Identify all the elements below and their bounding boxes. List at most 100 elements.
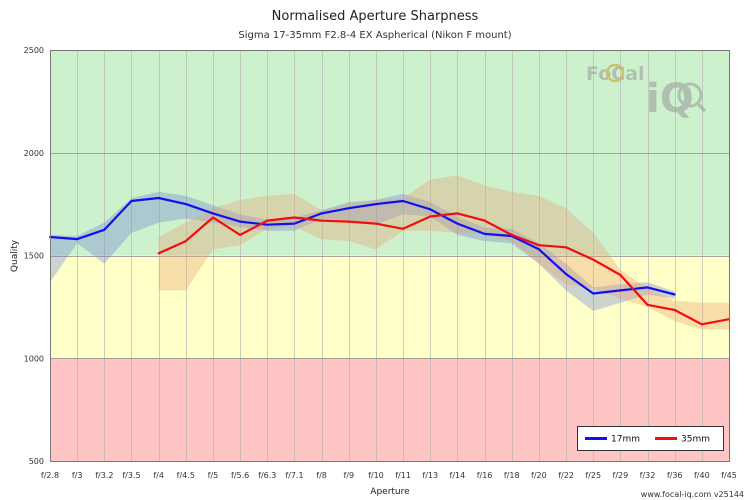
x-tick-label: f/10 (368, 471, 384, 480)
data-point-17mm (619, 289, 622, 292)
data-point-17mm (293, 222, 296, 225)
data-point-35mm (646, 303, 649, 306)
x-tick-label: f/40 (694, 471, 710, 480)
data-point-17mm (157, 197, 160, 199)
x-axis-ticks: f/2.8 f/3 f/3.2 f/3.5 f/4 f/4.5 f/5 f/5.6 f/6.3 f… (41, 471, 737, 480)
data-point-17mm (374, 203, 377, 206)
data-point-17mm (212, 212, 214, 215)
data-point-35mm (456, 212, 459, 215)
band-17mm (50, 191, 675, 311)
y-tick-label: 1000 (24, 354, 44, 363)
data-point-35mm (239, 233, 242, 236)
y-tick-label: 500 (29, 457, 44, 466)
data-point-17mm (347, 207, 350, 210)
data-point-17mm (646, 286, 649, 289)
x-tick-label: f/5 (208, 471, 219, 480)
magnifier-icon (677, 82, 703, 108)
data-point-35mm (619, 274, 622, 276)
series-lines (49, 196, 730, 326)
series-bands (50, 175, 730, 330)
data-point-35mm (510, 233, 513, 236)
x-tick-label: f/7.1 (285, 471, 303, 480)
y-tick-label: 2500 (24, 46, 44, 55)
logo-text-bottom: iQ (646, 76, 694, 122)
data-point-35mm (212, 216, 214, 219)
quality-zones (50, 50, 729, 461)
chart-title: Normalised Aperture Sharpness (272, 9, 479, 24)
data-point-17mm (103, 228, 106, 231)
data-point-17mm (592, 292, 595, 295)
data-point-35mm (293, 216, 296, 219)
data-point-35mm (700, 323, 703, 326)
data-point-17mm (565, 273, 567, 275)
legend-label-35mm: 35mm (681, 435, 710, 445)
y-tick-label: 2000 (24, 149, 44, 158)
x-tick-label: f/13 (422, 471, 438, 480)
y-axis-ticks: 500 1000 1500 2000 2500 (24, 46, 44, 466)
magnifier-handle-icon (695, 101, 707, 113)
quality-zone-1 (50, 255, 729, 359)
data-point-35mm (592, 258, 595, 261)
legend-label-17mm: 17mm (611, 435, 640, 445)
series-line-17mm (49, 196, 675, 296)
x-tick-label: f/29 (613, 471, 629, 480)
data-point-17mm (429, 208, 432, 211)
data-point-35mm (320, 219, 323, 222)
data-point-35mm (157, 252, 160, 255)
x-tick-label: f/16 (477, 471, 493, 480)
data-point-35mm (402, 227, 405, 230)
data-point-17mm (456, 222, 459, 225)
x-tick-label: f/45 (721, 471, 737, 480)
focal-iq-logo: FoCal iQ (586, 63, 707, 122)
x-tick-label: f/22 (558, 471, 574, 480)
data-point-17mm (537, 248, 540, 251)
x-tick-label: f/18 (504, 471, 520, 480)
x-tick-label: f/2.8 (41, 471, 59, 480)
series-line-35mm (158, 212, 730, 326)
x-tick-label: f/3 (72, 471, 83, 480)
x-tick-label: f/4 (153, 471, 164, 480)
data-point-35mm (429, 215, 432, 218)
data-point-35mm (266, 219, 269, 222)
data-point-35mm (483, 219, 486, 222)
chart-subtitle: Sigma 17-35mm F2.8-4 EX Aspherical (Niko… (238, 30, 511, 41)
x-tick-label: f/11 (395, 471, 411, 480)
logo-text-top: FoCal (586, 63, 645, 85)
data-point-17mm (483, 232, 486, 235)
legend: 17mm 35mm (577, 426, 724, 451)
data-point-35mm (184, 240, 187, 243)
band-35mm (158, 175, 730, 330)
watermark-text: www.focal-iq.com v25144 (641, 490, 744, 499)
quality-zone-2 (50, 50, 729, 256)
data-point-17mm (402, 200, 405, 202)
x-tick-label: f/3.5 (122, 471, 140, 480)
x-tick-label: f/14 (450, 471, 466, 480)
x-tick-label: f/3.2 (95, 471, 113, 480)
logo-ring-icon (605, 63, 625, 83)
x-tick-label: f/36 (667, 471, 683, 480)
y-axis-label: Quality (10, 239, 20, 272)
data-point-35mm (374, 222, 377, 225)
x-tick-label: f/4.5 (177, 471, 195, 480)
data-point-35mm (673, 309, 676, 311)
data-point-17mm (130, 200, 133, 202)
data-point-35mm (565, 246, 567, 249)
x-tick-label: f/5.6 (231, 471, 249, 480)
data-point-35mm (537, 244, 540, 247)
y-tick-label: 1500 (24, 252, 44, 261)
data-point-17mm (266, 223, 269, 226)
x-tick-label: f/6.3 (258, 471, 276, 480)
data-point-17mm (184, 203, 187, 206)
data-point-17mm (673, 293, 676, 296)
data-point-17mm (239, 220, 242, 223)
x-tick-label: f/25 (585, 471, 601, 480)
x-tick-label: f/8 (316, 471, 327, 480)
x-axis-label: Aperture (370, 487, 410, 497)
plot-frame (50, 50, 730, 462)
data-point-35mm (347, 220, 350, 223)
x-tick-label: f/9 (343, 471, 354, 480)
data-point-17mm (76, 238, 79, 241)
x-tick-label: f/20 (531, 471, 547, 480)
data-point-17mm (320, 212, 323, 215)
